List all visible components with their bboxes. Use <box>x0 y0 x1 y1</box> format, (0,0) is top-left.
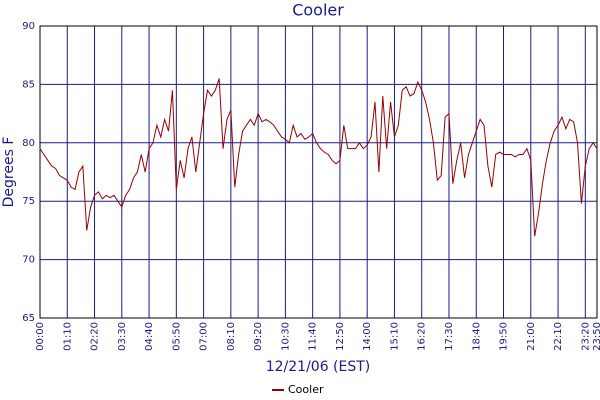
y-tick-label: 85 <box>22 79 35 90</box>
x-tick-label: 15:10 <box>389 322 400 351</box>
x-axis-label: 12/21/06 (EST) <box>266 359 371 375</box>
x-tick-label: 21:00 <box>526 322 537 351</box>
x-tick-label: 12:50 <box>335 322 346 351</box>
x-tick-label: 19:50 <box>499 322 510 351</box>
y-tick-label: 75 <box>22 196 35 207</box>
x-tick-label: 03:30 <box>117 322 128 351</box>
y-tick-label: 90 <box>22 21 35 32</box>
data-line <box>39 78 598 237</box>
x-tick-label: 11:40 <box>308 322 319 351</box>
legend-label: Cooler <box>288 383 324 396</box>
x-tick-label: 05:50 <box>171 322 182 351</box>
x-tick-label: 09:20 <box>253 322 264 351</box>
x-tick-label: 00:00 <box>35 322 46 351</box>
x-tick-label: 02:20 <box>90 322 101 351</box>
y-tick-label: 70 <box>22 255 35 266</box>
x-tick-label: 08:10 <box>226 322 237 351</box>
y-tick-label: 65 <box>22 313 35 324</box>
x-tick-label: 14:00 <box>362 322 373 351</box>
chart-title: Cooler <box>292 1 344 20</box>
x-tick-label: 22:10 <box>553 322 564 351</box>
x-tick-label: 07:00 <box>199 322 210 351</box>
plot-frame <box>39 25 598 319</box>
x-tick-label: 04:40 <box>144 322 155 351</box>
x-tick-label: 16:20 <box>417 322 428 351</box>
x-tick-label: 10:30 <box>280 322 291 351</box>
x-tick-label: 23:20 <box>580 322 591 351</box>
x-tick-label: 23:50 <box>592 322 600 351</box>
x-tick-label: 18:40 <box>471 322 482 351</box>
x-tick-label: 17:30 <box>444 322 455 351</box>
y-axis-label: Degrees F <box>1 137 17 208</box>
x-tick-label: 01:10 <box>62 322 73 351</box>
y-tick-label: 80 <box>22 138 35 149</box>
